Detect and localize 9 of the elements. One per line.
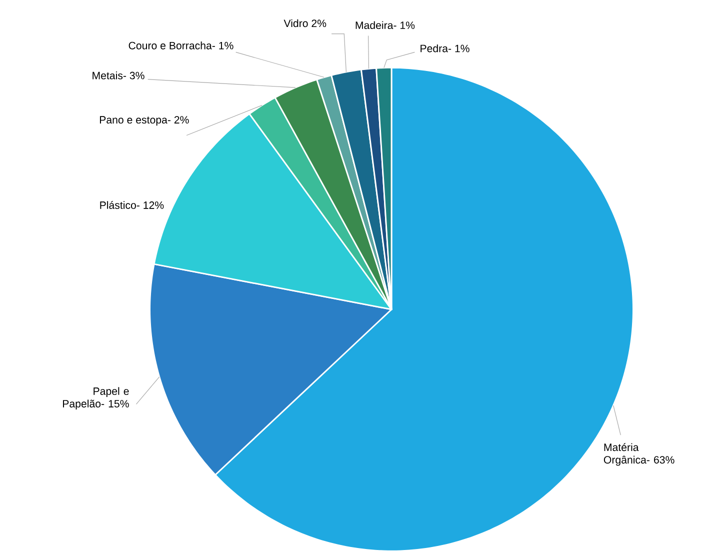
slice-label: Papel e Papelão- 15% [63,387,129,410]
slice-label: Pano e estopa- 2% [100,116,189,126]
slice-label: Pedra- 1% [420,44,470,52]
slice-label: Madeira- 1% [356,21,415,30]
slice-label: Matéria Orgânica- 63% [604,443,674,466]
slice-label: Vidro 2% [284,19,326,28]
slice-label: Plástico- 12% [100,201,164,209]
slice-label: Couro e Borracha- 1% [128,42,234,50]
slice-label: Metais- 3% [92,72,144,80]
